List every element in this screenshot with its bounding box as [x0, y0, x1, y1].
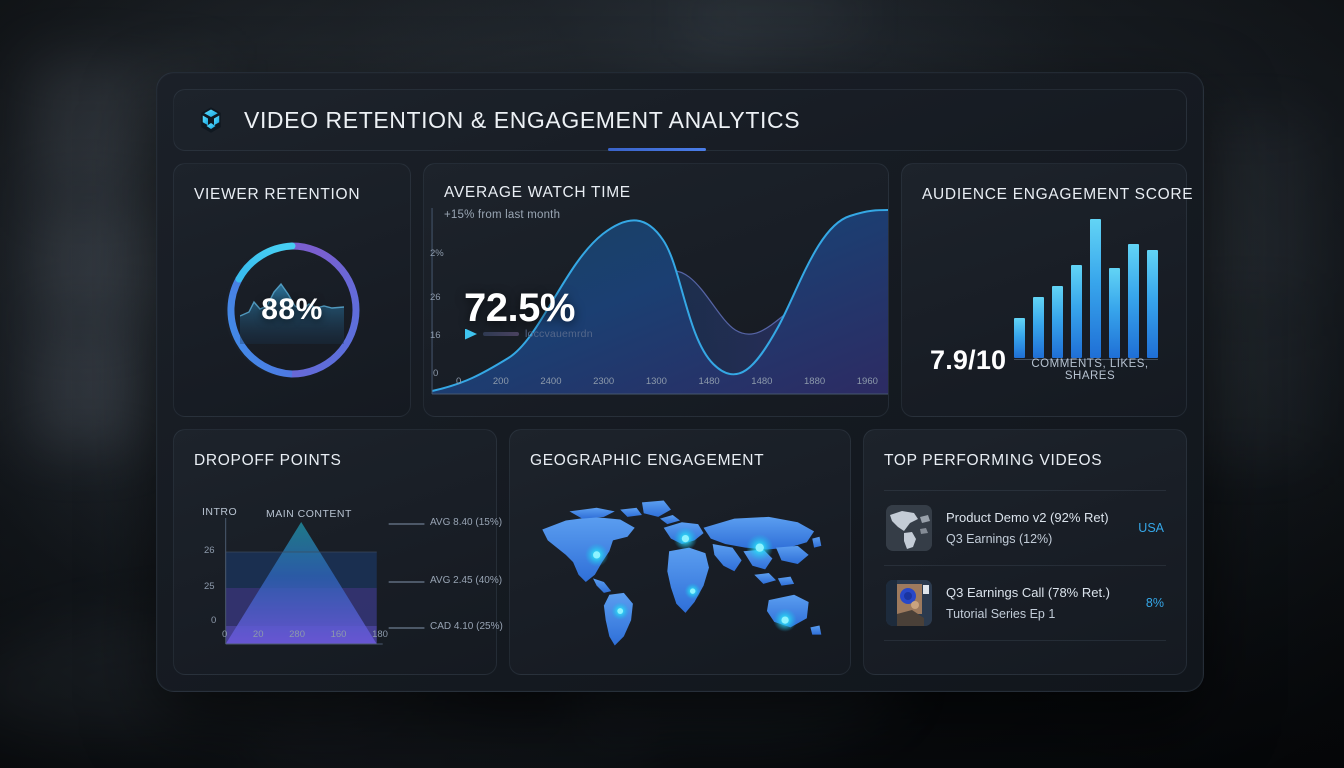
watch-xtick-7: 1880	[804, 376, 826, 387]
watch-time-subtitle: +15% from last month	[444, 209, 561, 221]
video-item-badge: 8%	[1145, 596, 1164, 610]
watch-xtick-1: 200	[492, 376, 509, 387]
video-item-subtitle: Tutorial Series Ep 1	[946, 607, 1056, 621]
retention-sparkline	[240, 283, 344, 345]
card-title-viewer-retention: VIEWER RETENTION	[194, 186, 361, 203]
card-audience-engagement-score: AUDIENCE ENGAGEMENT SCORE 7.9/10 COMMENT…	[901, 163, 1194, 417]
engagement-bar	[1033, 296, 1044, 358]
engagement-bar	[1128, 244, 1139, 358]
metrics-row-top: VIEWER RETENTION	[173, 163, 1194, 417]
engagement-bar	[1071, 265, 1082, 358]
dropoff-annotation-1: AVG 8.40 (15%)	[430, 517, 503, 528]
dropoff-xaxis-ticks: 0 20 280 160 180	[222, 629, 388, 640]
card-title-geographic-engagement: GEOGRAPHIC ENGAGEMENT	[530, 452, 765, 469]
card-title-average-watch-time: AVERAGE WATCH TIME	[444, 184, 631, 201]
video-list-item[interactable]: Product Demo v2 (92% Ret) Q3 Earnings (12…	[884, 490, 1166, 565]
card-dropoff-points: DROPOFF POINTS	[173, 429, 503, 675]
metrics-row-bottom: DROPOFF POINTS	[173, 429, 1187, 675]
donut-center-label: 88%	[217, 235, 367, 385]
cube-hexagon-icon	[201, 107, 221, 133]
world-map	[542, 500, 822, 646]
watch-xaxis-ticks: 0 200 2400 2300 1300 1480 1480 1880 1960	[456, 376, 878, 387]
video-item-subtitle: Q3 Earnings (12%)	[946, 532, 1053, 546]
video-item-texts: Product Demo v2 (92% Ret) Q3 Earnings (12…	[946, 510, 1124, 546]
watch-ytick-3: 2%	[430, 248, 444, 259]
card-title-audience-engagement: AUDIENCE ENGAGEMENT SCORE	[922, 186, 1194, 203]
watch-time-legend: loccvauemrdn	[465, 328, 593, 340]
watch-xtick-3: 2300	[593, 376, 615, 387]
map-hotspots	[584, 526, 797, 632]
engagement-baseline	[1014, 359, 1158, 360]
watch-xtick-4: 1300	[645, 376, 667, 387]
photo-thumbnail	[886, 580, 932, 626]
donut-ring	[224, 242, 360, 378]
retention-donut-chart: 88%	[217, 235, 367, 385]
dropoff-funnel-chart	[225, 518, 425, 645]
dropoff-xtick-4: 180	[372, 629, 388, 640]
dropoff-xtick-0: 0	[222, 629, 228, 640]
dashboard-header: VIDEO RETENTION & ENGAGEMENT ANALYTICS	[173, 89, 1187, 151]
watch-time-value: 72.5%	[464, 286, 575, 330]
engagement-bar	[1014, 317, 1025, 358]
dropoff-ytick-2: 26	[204, 545, 215, 556]
watch-xtick-5: 1480	[698, 376, 720, 387]
dropoff-xtick-2: 280	[289, 629, 305, 640]
play-triangle-icon	[465, 328, 477, 340]
header-accent-underline	[608, 148, 706, 151]
card-title-top-performing-videos: TOP PERFORMING VIDEOS	[884, 452, 1103, 469]
retention-value: 88%	[261, 293, 323, 327]
video-list-item[interactable]: Q3 Earnings Call (78% Ret.) Tutorial Seri…	[884, 565, 1166, 641]
watch-xtick-8: 1960	[856, 376, 878, 387]
engagement-bar-chart	[1014, 208, 1158, 358]
engagement-bar	[1052, 286, 1063, 358]
page-title: VIDEO RETENTION & ENGAGEMENT ANALYTICS	[244, 106, 801, 133]
analytics-dashboard-panel: VIDEO RETENTION & ENGAGEMENT ANALYTICS V…	[156, 72, 1204, 692]
video-item-badge: USA	[1138, 521, 1164, 535]
card-title-dropoff-points: DROPOFF POINTS	[194, 452, 342, 469]
watch-ytick-2: 26	[430, 292, 441, 303]
video-item-title: Q3 Earnings Call (78% Ret.)	[946, 585, 1111, 600]
card-average-watch-time: AVERAGE WATCH TIME +15% from last month	[423, 163, 889, 417]
watch-xtick-0: 0	[456, 376, 462, 387]
engagement-bar	[1090, 218, 1101, 358]
watch-ytick-1: 16	[430, 330, 441, 341]
top-videos-list: Product Demo v2 (92% Ret) Q3 Earnings (12…	[884, 490, 1166, 641]
watch-time-area-chart	[431, 208, 888, 395]
engagement-bar	[1147, 250, 1158, 358]
card-viewer-retention: VIEWER RETENTION	[173, 163, 411, 417]
watch-ytick-0: 0	[433, 368, 439, 379]
watch-xtick-6: 1480	[751, 376, 773, 387]
dropoff-xtick-3: 160	[330, 629, 347, 640]
video-item-title: Product Demo v2 (92% Ret)	[946, 510, 1109, 525]
engagement-caption: COMMENTS, LIKES, SHARES	[1031, 358, 1149, 382]
world-map-thumbnail	[886, 505, 932, 551]
dropoff-xtick-1: 20	[252, 629, 264, 640]
dropoff-annotation-3: CAD 4.10 (25%)	[430, 621, 503, 632]
card-geographic-engagement: GEOGRAPHIC ENGAGEMENT	[509, 429, 851, 675]
legend-color-bar	[483, 332, 519, 336]
legend-label: loccvauemrdn	[525, 328, 593, 340]
video-item-texts: Q3 Earnings Call (78% Ret.) Tutorial Seri…	[946, 585, 1132, 621]
watch-xtick-2: 2400	[540, 376, 562, 387]
dropoff-stage-main-content: MAIN CONTENT	[266, 508, 352, 520]
dropoff-ytick-0: 0	[211, 615, 217, 626]
dropoff-annotation-2: AVG 2.45 (40%)	[430, 575, 503, 586]
engagement-score-value: 7.9/10	[930, 345, 1007, 375]
dropoff-ytick-1: 25	[204, 581, 215, 592]
dropoff-stage-intro: INTRO	[202, 506, 238, 518]
engagement-bar	[1109, 268, 1120, 358]
card-top-performing-videos: TOP PERFORMING VIDEOS Product Demo v2 (9…	[863, 429, 1187, 675]
